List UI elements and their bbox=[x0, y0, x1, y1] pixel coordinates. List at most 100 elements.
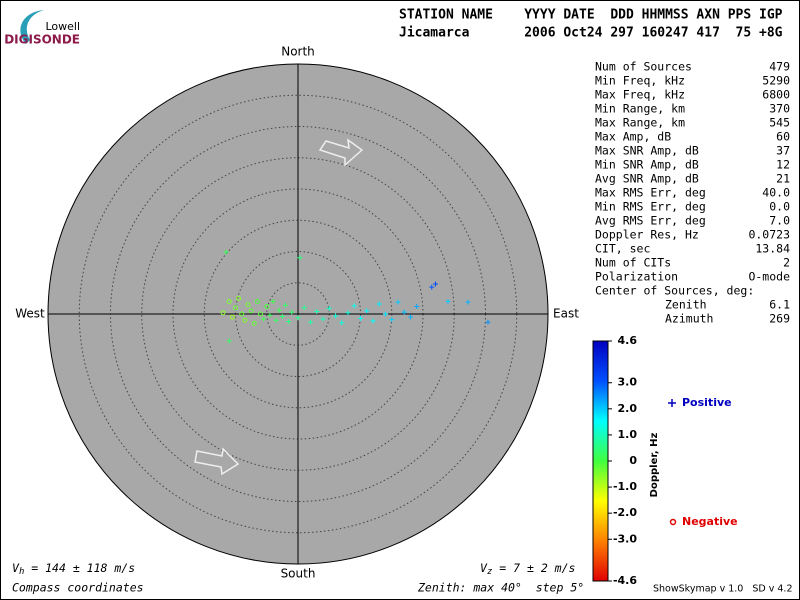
center-value: 269 bbox=[769, 312, 790, 326]
vh-label: Vh = 144 ± 118 m/s bbox=[12, 561, 135, 577]
source-negative bbox=[264, 304, 270, 309]
center-value: 6.1 bbox=[769, 298, 790, 312]
source-negative bbox=[233, 305, 238, 311]
source-positive bbox=[351, 303, 357, 309]
source-positive bbox=[270, 299, 276, 304]
source-positive bbox=[276, 307, 282, 313]
logo-top: Lowell bbox=[45, 20, 80, 33]
stat-value: 370 bbox=[769, 102, 790, 116]
stat-value: 0.0 bbox=[769, 200, 790, 214]
vh-symbol: V bbox=[12, 561, 20, 575]
colorbar-tick-label: 2.0 bbox=[618, 402, 638, 415]
source-positive bbox=[364, 308, 370, 314]
source-negative bbox=[254, 299, 260, 304]
source-positive bbox=[389, 317, 395, 323]
source-positive bbox=[297, 255, 303, 261]
colorbar-tick-label: 1.0 bbox=[618, 428, 638, 441]
source-positive bbox=[429, 284, 435, 290]
stat-value: 2 bbox=[783, 256, 790, 270]
stat-value: 479 bbox=[769, 60, 790, 74]
stat-label: Max Freq, kHz bbox=[595, 88, 685, 102]
source-negative bbox=[229, 314, 235, 320]
stat-label: Polarization bbox=[595, 270, 678, 284]
stat-value: 60 bbox=[776, 130, 790, 144]
source-positive bbox=[414, 304, 420, 309]
legend-negative: Negative bbox=[682, 515, 738, 528]
source-positive bbox=[333, 313, 338, 319]
stat-value: 40.0 bbox=[762, 186, 790, 200]
source-negative bbox=[236, 295, 242, 301]
legend-marker-positive bbox=[668, 399, 676, 407]
center-label: Zenith bbox=[665, 298, 707, 312]
source-positive bbox=[289, 309, 295, 315]
stat-value: 7.0 bbox=[769, 214, 790, 228]
source-positive bbox=[408, 314, 413, 320]
source-positive bbox=[223, 249, 229, 255]
coords-note: Compass coordinates bbox=[12, 581, 144, 595]
stat-value: 12 bbox=[776, 158, 790, 172]
vh-text: = 144 ± 118 m/s bbox=[24, 561, 135, 575]
source-positive bbox=[261, 316, 267, 322]
colorbar-tick-label: -4.6 bbox=[613, 574, 637, 587]
source-positive bbox=[401, 309, 407, 315]
drift-arrow bbox=[318, 138, 364, 167]
source-negative bbox=[239, 311, 245, 317]
source-positive bbox=[320, 316, 326, 322]
compass-south: South bbox=[281, 567, 316, 581]
source-positive bbox=[314, 309, 320, 314]
zenith-note: Zenith: max 40° step 5° bbox=[417, 581, 584, 595]
stat-label: Max Range, km bbox=[595, 116, 685, 130]
source-negative bbox=[251, 320, 257, 326]
stat-label: Max Amp, dB bbox=[595, 130, 671, 144]
source-positive bbox=[485, 319, 491, 325]
colorbar-tick-label: -3.0 bbox=[613, 532, 637, 545]
stat-value: 37 bbox=[776, 144, 790, 158]
stat-label: Min RMS Err, deg bbox=[595, 200, 706, 214]
source-positive bbox=[370, 318, 376, 324]
colorbar-tick-label: 4.6 bbox=[618, 334, 638, 347]
stat-label: Num of Sources bbox=[595, 60, 692, 74]
source-negative bbox=[220, 310, 226, 316]
vz-label: Vz = 7 ± 2 m/s bbox=[480, 561, 576, 577]
source-positive bbox=[279, 314, 285, 319]
stat-value: 21 bbox=[776, 172, 790, 186]
source-negative bbox=[245, 302, 251, 308]
center-title: Center of Sources, deg: bbox=[595, 284, 754, 298]
stat-label: Min SNR Amp, dB bbox=[595, 158, 699, 172]
source-negative bbox=[258, 311, 263, 317]
logo-swoosh bbox=[20, 10, 44, 44]
stat-value: 5290 bbox=[762, 74, 790, 88]
source-positive bbox=[345, 310, 351, 316]
stat-label: Max RMS Err, deg bbox=[595, 186, 706, 200]
vz-text: = 7 ± 2 m/s bbox=[492, 561, 575, 575]
stat-label: Min Range, km bbox=[595, 102, 685, 116]
compass-north: North bbox=[281, 45, 315, 59]
stat-value: 6800 bbox=[762, 88, 790, 102]
center-label: Azimuth bbox=[665, 312, 713, 326]
stat-label: Avg RMS Err, deg bbox=[595, 214, 706, 228]
colorbar bbox=[592, 340, 609, 582]
source-positive bbox=[308, 319, 313, 325]
version: ShowSkymap v 1.0 SD v 4.2 bbox=[653, 584, 793, 595]
source-positive bbox=[326, 305, 332, 311]
stat-label: Avg SNR Amp, dB bbox=[595, 172, 699, 186]
stat-label: Min Freq, kHz bbox=[595, 74, 685, 88]
source-negative bbox=[242, 317, 248, 323]
source-positive bbox=[286, 319, 292, 324]
stat-label: Doppler Res, Hz bbox=[595, 228, 699, 242]
logo-bottom: DIGISONDE bbox=[4, 33, 80, 47]
source-positive bbox=[273, 317, 279, 323]
compass-west: West bbox=[15, 307, 45, 321]
stat-value: 13.84 bbox=[755, 242, 790, 256]
source-positive bbox=[433, 281, 438, 287]
source-negative bbox=[248, 308, 254, 314]
colorbar-label: Doppler, Hz bbox=[649, 433, 660, 498]
drift-arrow bbox=[194, 447, 240, 476]
header-labels: STATION NAME YYYY DATE DDD HHMMSS AXN PP… bbox=[399, 8, 783, 23]
colorbar-tick-label: -2.0 bbox=[613, 506, 637, 519]
vz-sub: z bbox=[487, 567, 492, 577]
header-values: Jicamarca 2006 Oct24 297 160247 417 75 +… bbox=[399, 26, 783, 41]
stat-label: CIT, sec bbox=[595, 242, 650, 256]
colorbar-tick-label: 0 bbox=[629, 454, 637, 467]
